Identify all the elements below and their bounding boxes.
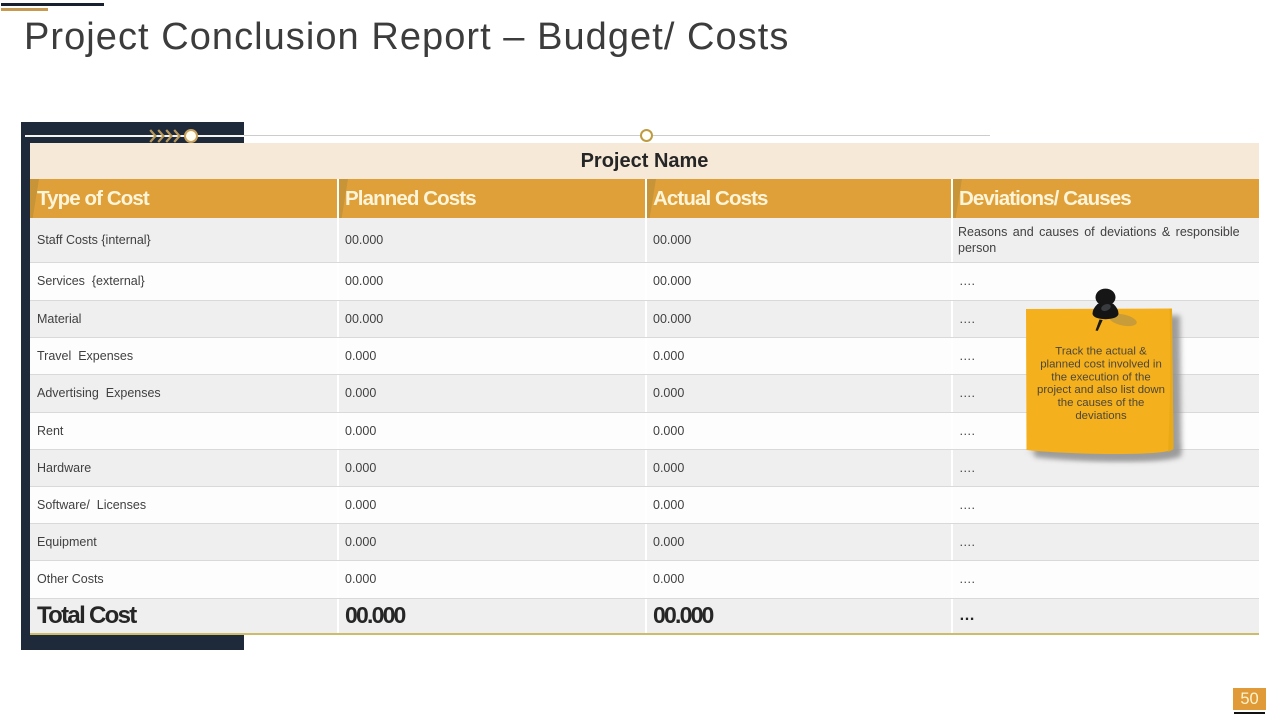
svg-text:Track the actual &: Track the actual & — [1055, 346, 1147, 358]
svg-text:deviations: deviations — [1075, 410, 1127, 422]
svg-text:the causes of the: the causes of the — [1058, 397, 1145, 409]
svg-text:planned cost involved in: planned cost involved in — [1040, 358, 1162, 370]
svg-text:the execution of the: the execution of the — [1051, 371, 1150, 383]
svg-text:project and also list down: project and also list down — [1037, 384, 1165, 396]
